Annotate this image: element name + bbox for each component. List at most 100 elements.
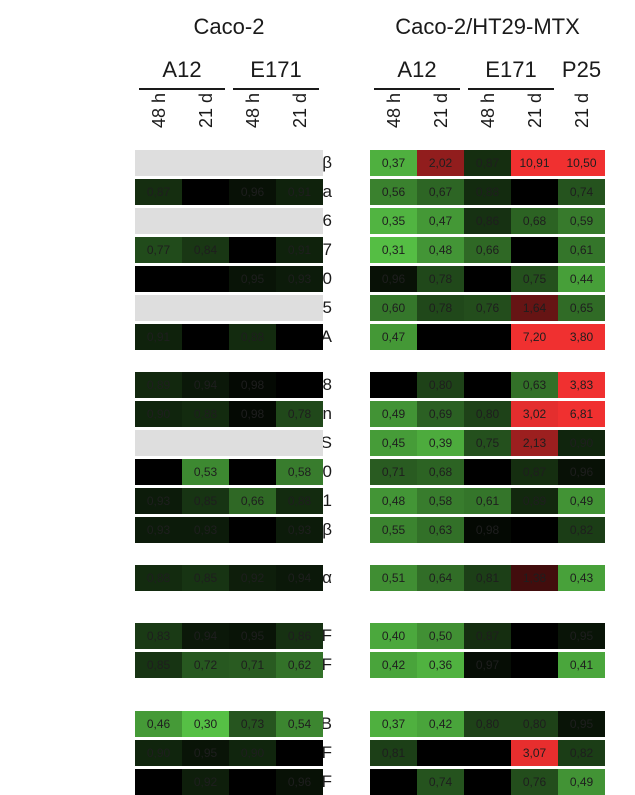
heatmap-cell: 2,02 [417,150,464,176]
cell-value: 0,98 [475,523,500,537]
cell-value: 0,76 [522,775,547,789]
group-label: P25 [561,57,602,82]
cell-value: 0,95 [240,272,265,286]
cell-value: 0,84 [193,243,218,257]
cell-value: 0,93 [193,523,218,537]
heatmap-cell: 0,44 [558,266,605,292]
cell-value: 0,72 [193,658,218,672]
timepoint-label: 21 d [289,92,310,128]
heatmap-cell: 0,96 [370,266,417,292]
heatmap-cell: 0,81 [370,740,417,766]
cell-value: 10,91 [519,156,550,170]
timepoint-label: 21 d [524,92,545,128]
cell-value: 2,13 [522,436,547,450]
group-underline [139,88,225,90]
missing-data-band [135,430,323,456]
heatmap-cell: 0,87 [135,179,182,205]
cell-value: 0,71 [381,465,406,479]
heatmap-cell: 0,96 [229,179,276,205]
heatmap-cell: 1,64 [511,295,558,321]
heatmap-cell: 0,85 [135,652,182,678]
heatmap-cell [276,324,323,350]
heatmap-cell: 0,87 [464,623,511,649]
cell-value: 0,66 [240,494,265,508]
heatmap-cell: 0,64 [417,565,464,591]
heatmap-cell [464,372,511,398]
heatmap-cell [182,266,229,292]
heatmap-cell: 0,81 [464,565,511,591]
cell-value: 0,93 [146,523,171,537]
cell-value: 0,93 [146,494,171,508]
heatmap-cell [370,372,417,398]
heatmap-cell: 0,68 [417,459,464,485]
heatmap-cell: 0,74 [417,769,464,795]
heatmap-cell: 0,91 [276,237,323,263]
missing-data-band [135,150,323,176]
cell-value: 0,88 [475,185,500,199]
cell-value: 0,49 [569,775,594,789]
heatmap-cell: 0,56 [370,179,417,205]
cell-value: 0,35 [381,214,406,228]
cell-value: 0,41 [569,658,594,672]
timepoint-label: 21 d [571,92,592,128]
heatmap-cell: 0,88 [229,324,276,350]
cell-value: 0,97 [475,658,500,672]
heatmap-cell: 0,42 [370,652,417,678]
heatmap-cell: 0,75 [511,266,558,292]
cell-value: 0,83 [146,629,171,643]
cell-value: 0,46 [146,717,171,731]
cell-value: 0,49 [569,494,594,508]
heatmap-cell: 0,66 [229,488,276,514]
cell-value: 0,96 [240,185,265,199]
heatmap-cell: 0,92 [182,769,229,795]
heatmap-cell: 0,72 [182,652,229,678]
heatmap-cell: 0,95 [229,623,276,649]
cell-value: 0,88 [146,571,171,585]
heatmap-cell [417,740,464,766]
cell-value: 0,93 [287,272,312,286]
group-underline [468,88,554,90]
heatmap-cell: 0,43 [558,565,605,591]
cell-value: 0,86 [287,629,312,643]
heatmap-cell: 0,66 [464,237,511,263]
heatmap-cell: 0,88 [276,488,323,514]
cell-value: 0,96 [381,272,406,286]
heatmap-cell: 0,36 [417,652,464,678]
cell-value: 0,96 [569,465,594,479]
cell-value: 0,62 [287,658,312,672]
heatmap-cell: 0,37 [370,711,417,737]
timepoint-label: 48 h [242,92,263,128]
cell-value: 0,92 [193,775,218,789]
heatmap-cell [464,740,511,766]
heatmap-cell: 2,13 [511,430,558,456]
heatmap-cell: 0,71 [229,652,276,678]
heatmap-cell [464,769,511,795]
timepoint-label: 48 h [383,92,404,128]
cell-value: 0,68 [428,465,453,479]
heatmap-cell: 0,90 [558,430,605,456]
cell-value: 0,88 [193,407,218,421]
heatmap-cell: 0,94 [276,565,323,591]
cell-value: 0,58 [428,494,453,508]
cell-value: 0,90 [240,746,265,760]
heatmap-cell [417,324,464,350]
cell-value: 0,37 [381,156,406,170]
heatmap-cell: 0,88 [135,565,182,591]
heatmap-cell: 0,80 [464,711,511,737]
cell-value: 0,44 [569,272,594,286]
cell-value: 0,61 [475,494,500,508]
heatmap-cell [511,623,558,649]
heatmap-cell [182,324,229,350]
cell-value: 0,59 [569,214,594,228]
cell-value: 0,80 [475,407,500,421]
cell-value: 0,71 [240,658,265,672]
cell-value: 0,42 [428,717,453,731]
heatmap-cell: 0,94 [182,623,229,649]
heatmap-cell: 0,45 [370,430,417,456]
heatmap-cell: 0,68 [511,208,558,234]
cell-value: 0,73 [240,717,265,731]
cell-value: 0,65 [569,301,594,315]
cell-value: 0,58 [287,465,312,479]
cell-value: 0,98 [240,407,265,421]
cell-value: 0,76 [475,301,500,315]
